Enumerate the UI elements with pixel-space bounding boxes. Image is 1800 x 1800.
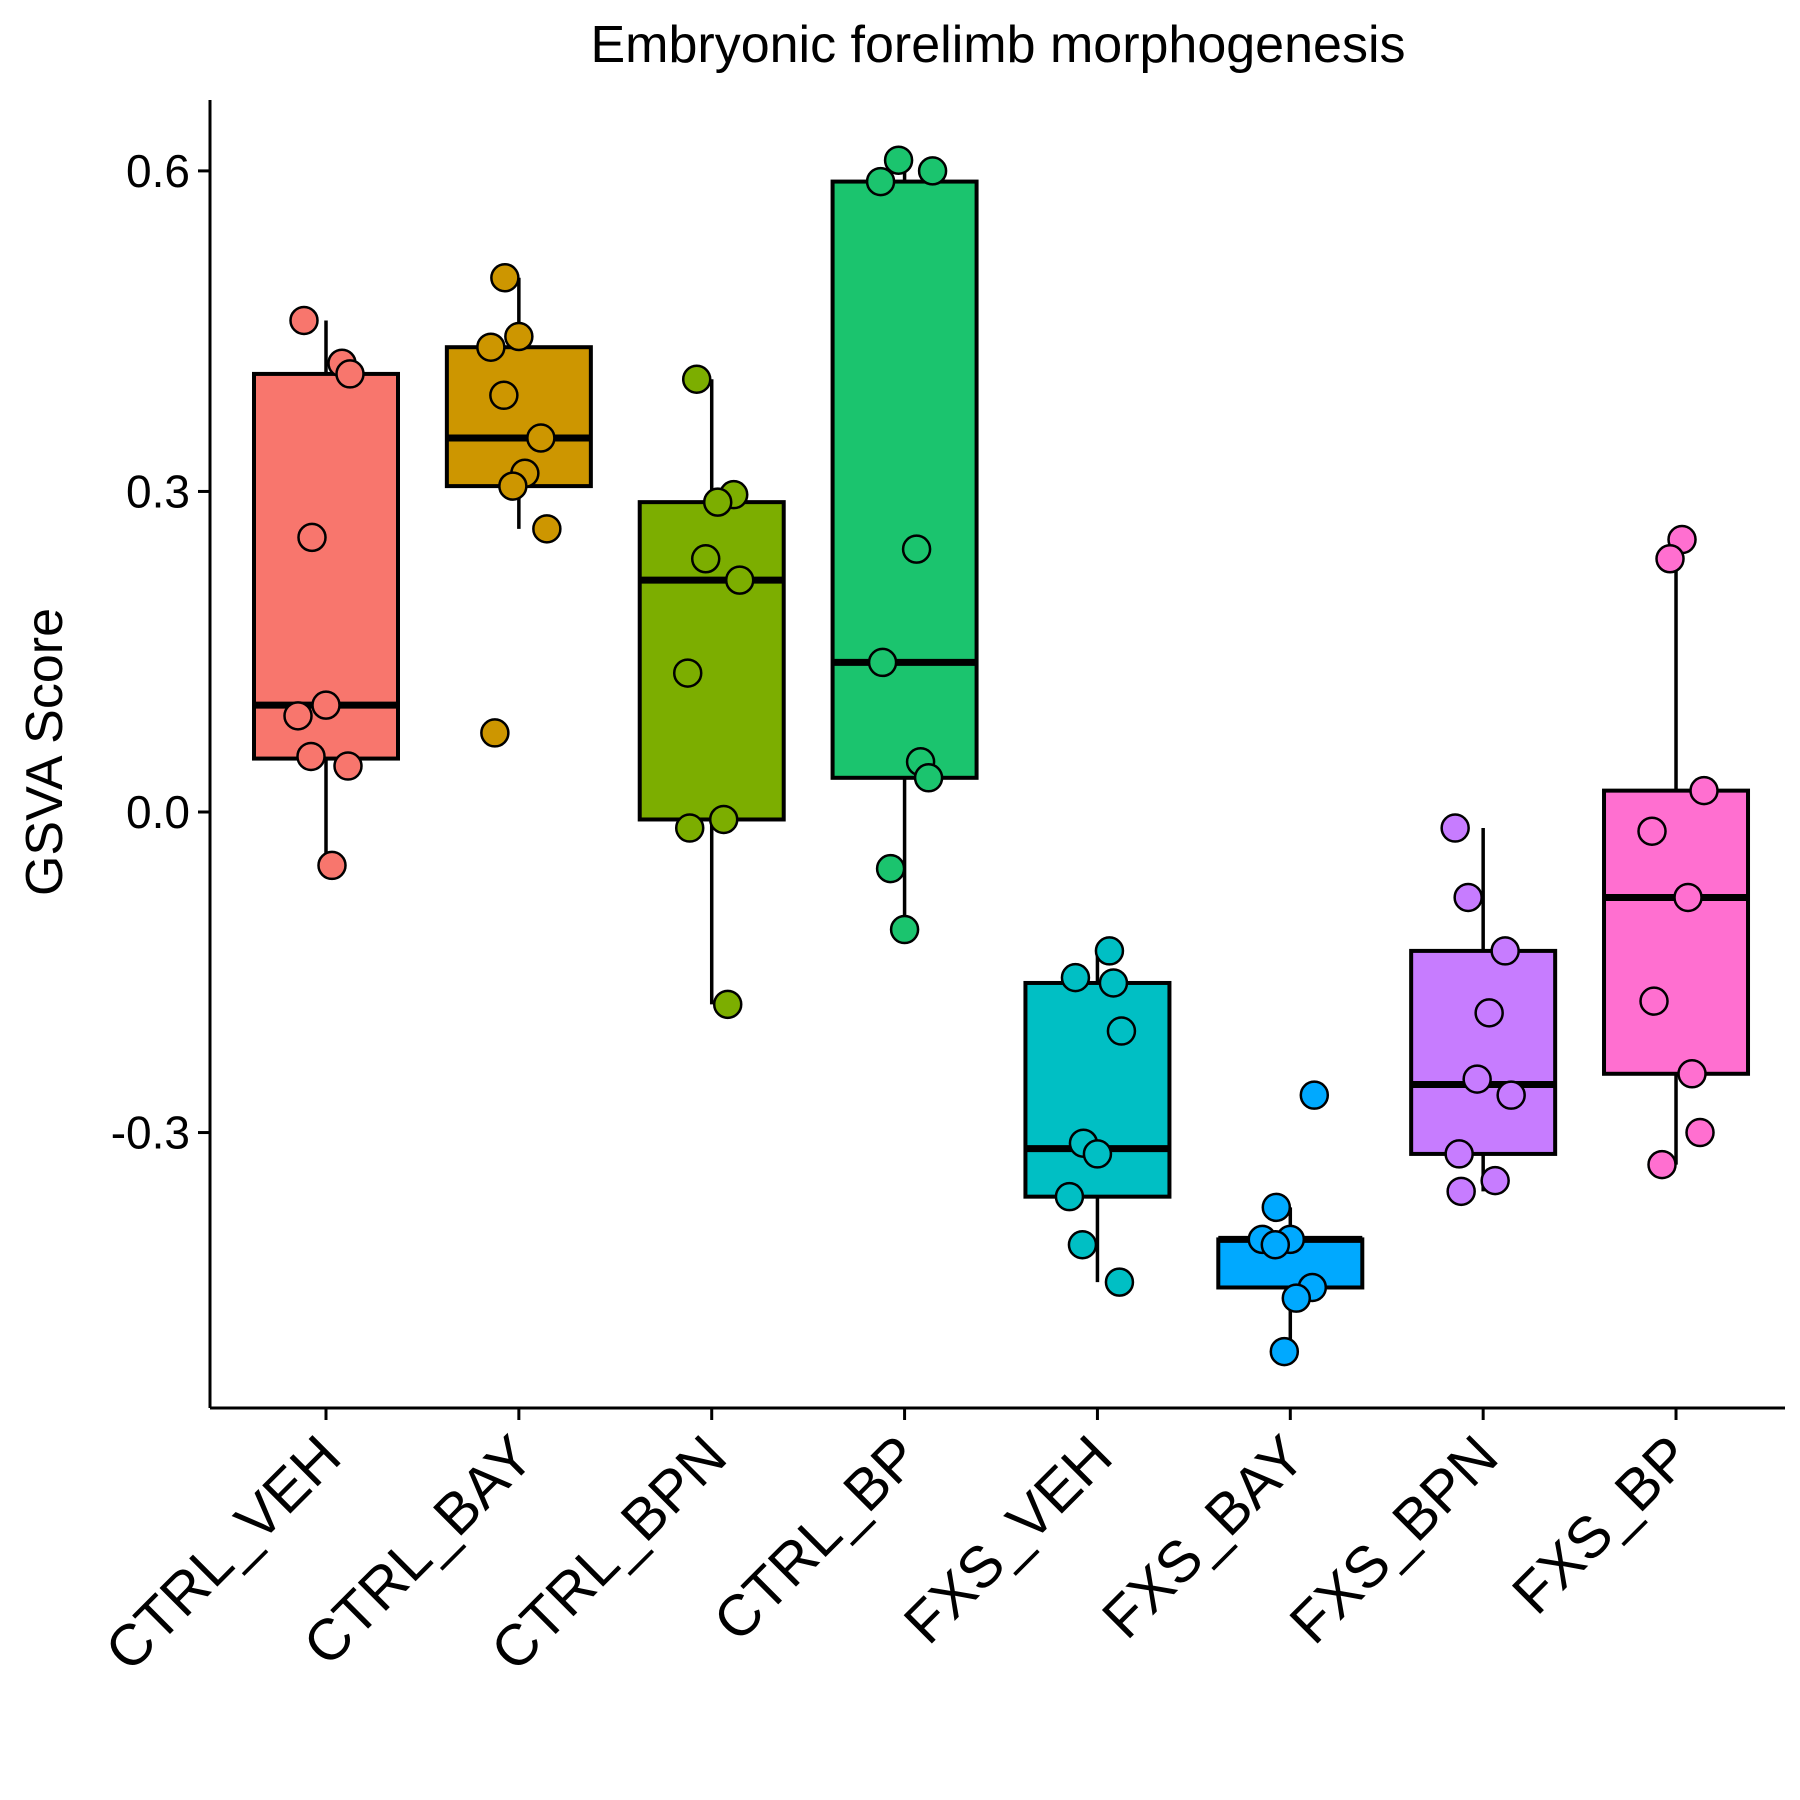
data-point — [708, 804, 739, 835]
data-point — [1082, 1139, 1113, 1169]
data-point — [1060, 962, 1091, 993]
data-point — [712, 989, 743, 1020]
data-point — [1067, 1229, 1098, 1260]
data-point — [1444, 1139, 1474, 1169]
plot-area — [252, 145, 1751, 1367]
data-point — [1490, 936, 1520, 966]
data-point — [504, 321, 534, 352]
data-point — [1480, 1165, 1510, 1196]
data-point — [702, 487, 733, 517]
x-tick-label: FXS_BPN — [1277, 1423, 1510, 1656]
data-point — [674, 813, 705, 843]
data-point — [1453, 882, 1483, 913]
data-point — [480, 718, 510, 748]
data-point — [917, 156, 948, 186]
chart-title: Embryonic forelimb morphogenesis — [590, 16, 1405, 74]
data-point — [532, 514, 562, 544]
box-group-ctrl-bay — [444, 263, 593, 748]
data-point — [311, 690, 341, 720]
data-point — [1685, 1117, 1715, 1148]
x-tick-label: CTRL_BP — [701, 1423, 932, 1654]
data-point — [1440, 813, 1470, 843]
data-point — [901, 534, 932, 564]
data-point — [865, 166, 896, 197]
data-point — [875, 853, 906, 884]
data-point — [1462, 1064, 1492, 1094]
data-point — [335, 359, 365, 389]
x-tick-label: FXS_VEH — [892, 1423, 1125, 1656]
y-tick-label: -0.3 — [111, 1107, 190, 1159]
data-point — [1281, 1283, 1312, 1313]
data-point — [1496, 1080, 1526, 1110]
y-tick-label: 0.6 — [126, 145, 190, 197]
y-tick-label: 0.0 — [126, 786, 190, 838]
data-point — [1054, 1181, 1085, 1212]
data-point — [1673, 882, 1703, 913]
data-point — [1261, 1192, 1292, 1223]
box-group-fxs-veh — [1023, 936, 1172, 1297]
box — [252, 371, 400, 761]
box-group-fxs-bay — [1216, 1080, 1365, 1367]
data-point — [1260, 1229, 1291, 1260]
data-point — [867, 647, 898, 678]
box-group-ctrl-bpn — [637, 364, 786, 1020]
box-group-ctrl-veh — [252, 305, 400, 881]
data-point — [526, 423, 556, 453]
data-point — [297, 522, 327, 553]
box — [1409, 948, 1558, 1156]
data-point — [672, 658, 703, 688]
data-point — [1446, 1176, 1476, 1207]
data-point — [1677, 1059, 1707, 1089]
data-point — [1094, 936, 1125, 966]
data-point — [724, 565, 755, 595]
data-point — [489, 380, 519, 411]
data-point — [317, 850, 347, 881]
data-point — [1269, 1336, 1300, 1367]
data-point — [1637, 816, 1667, 846]
data-point — [1639, 986, 1669, 1016]
data-point — [913, 763, 944, 793]
box-group-fxs-bpn — [1409, 813, 1558, 1207]
data-point — [681, 364, 712, 395]
data-point — [1655, 544, 1685, 574]
x-tick-label: FXS_BP — [1500, 1423, 1703, 1626]
box — [830, 179, 979, 780]
data-point — [1474, 998, 1504, 1028]
box — [1602, 788, 1751, 1076]
data-point — [1299, 1080, 1330, 1110]
data-point — [476, 332, 506, 362]
data-point — [1106, 1016, 1137, 1046]
data-point — [690, 544, 721, 574]
y-tick-label: 0.3 — [126, 465, 190, 517]
data-point — [283, 701, 313, 731]
data-point — [296, 741, 326, 772]
box-group-fxs-bp — [1602, 524, 1751, 1180]
data-point — [883, 145, 914, 175]
data-point — [1098, 968, 1129, 998]
box-group-ctrl-bp — [830, 145, 979, 945]
data-point — [1689, 775, 1719, 806]
data-point — [1104, 1267, 1135, 1297]
y-axis-label: GSVA Score — [16, 608, 74, 896]
data-point — [490, 263, 520, 293]
data-point — [889, 914, 920, 945]
data-point — [498, 471, 528, 501]
data-point — [333, 751, 363, 781]
data-point — [1647, 1149, 1677, 1180]
data-point — [289, 305, 319, 336]
